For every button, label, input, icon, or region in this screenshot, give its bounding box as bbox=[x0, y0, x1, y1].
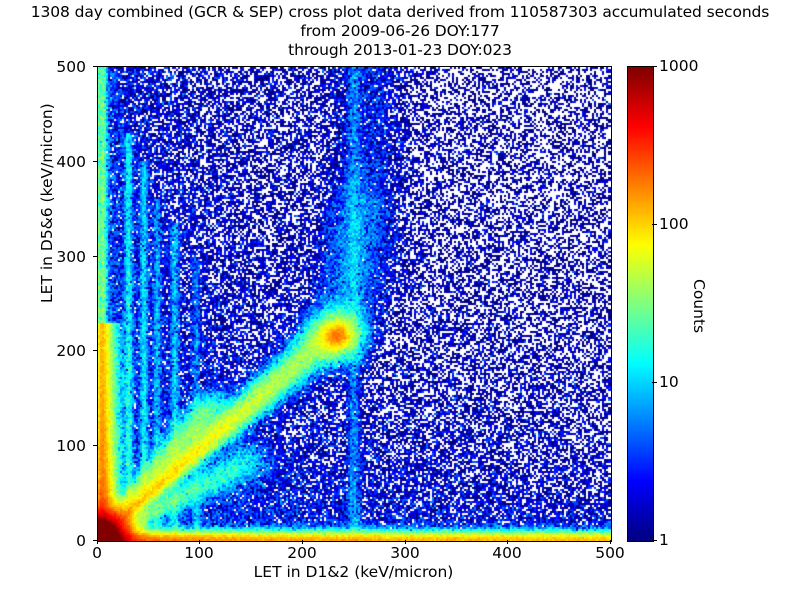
cblabel-1000: 1000 bbox=[659, 57, 699, 75]
cbtick-100 bbox=[652, 224, 657, 225]
xticklabel-300: 300 bbox=[390, 544, 420, 562]
xticklabel-100: 100 bbox=[184, 544, 214, 562]
xticklabel-500: 500 bbox=[595, 544, 625, 562]
ytick-400 bbox=[93, 161, 97, 162]
xticklabel-0: 0 bbox=[92, 544, 102, 562]
colorbar bbox=[627, 66, 654, 542]
yticklabel-0: 0 bbox=[76, 532, 86, 550]
xtick-500 bbox=[610, 540, 611, 544]
cblabel-1: 1 bbox=[659, 531, 669, 549]
cbtick-10 bbox=[652, 382, 657, 383]
yticklabel-500: 500 bbox=[56, 58, 86, 76]
ytick-100 bbox=[93, 445, 97, 446]
xtick-100 bbox=[199, 540, 200, 544]
plot-area bbox=[97, 66, 612, 542]
cblabel-100: 100 bbox=[659, 215, 689, 233]
cbtick-1000 bbox=[652, 66, 657, 67]
ytick-200 bbox=[93, 350, 97, 351]
xtick-300 bbox=[405, 540, 406, 544]
xtick-400 bbox=[507, 540, 508, 544]
title-line-1: 1308 day combined (GCR & SEP) cross plot… bbox=[30, 3, 770, 21]
xtick-200 bbox=[302, 540, 303, 544]
title-line-2: from 2009-06-26 DOY:177 bbox=[300, 22, 500, 40]
xtick-0 bbox=[97, 540, 98, 544]
scatter-density-plot bbox=[98, 67, 611, 541]
xticklabel-400: 400 bbox=[492, 544, 522, 562]
x-axis-label: LET in D1&2 (keV/micron) bbox=[253, 563, 454, 581]
yticklabel-100: 100 bbox=[56, 437, 86, 455]
ytick-0 bbox=[93, 540, 97, 541]
yticklabel-300: 300 bbox=[56, 248, 86, 266]
colorbar-label: Counts bbox=[690, 279, 708, 334]
cblabel-10: 10 bbox=[659, 373, 679, 391]
ytick-300 bbox=[93, 256, 97, 257]
xticklabel-200: 200 bbox=[287, 544, 317, 562]
yticklabel-200: 200 bbox=[56, 342, 86, 360]
yticklabel-400: 400 bbox=[56, 153, 86, 171]
colorbar-gradient bbox=[628, 67, 653, 541]
cbtick-1 bbox=[652, 540, 657, 541]
title-line-3: through 2013-01-23 DOY:023 bbox=[288, 41, 512, 59]
ytick-500 bbox=[93, 66, 97, 67]
y-axis-label: LET in D5&6 (keV/micron) bbox=[38, 103, 56, 303]
figure-title: 1308 day combined (GCR & SEP) cross plot… bbox=[0, 3, 800, 60]
